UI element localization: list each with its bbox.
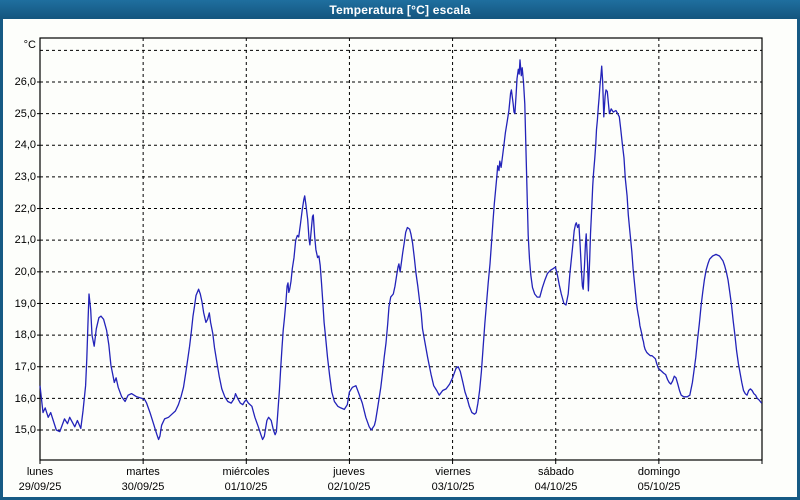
x-date-label: 01/10/25 (224, 481, 268, 493)
x-date-label: 05/10/25 (637, 481, 681, 493)
y-tick-label: 19,0 (14, 298, 36, 310)
x-day-label: miércoles (222, 466, 270, 478)
y-tick-label: 16,0 (14, 393, 36, 405)
y-tick-label: 25,0 (14, 108, 36, 120)
y-tick-label: 15,0 (14, 424, 36, 436)
x-day-label: domingo (637, 466, 681, 478)
window-title: Temperatura [°C] escala (329, 2, 471, 17)
x-date-label: 04/10/25 (534, 481, 578, 493)
y-tick-label: 23,0 (14, 171, 36, 183)
y-tick-label: 26,0 (14, 76, 36, 88)
x-day-label: martes (126, 466, 160, 478)
x-day-label: lunes (26, 466, 54, 478)
x-day-label: viernes (435, 466, 471, 478)
y-tick-label: 20,0 (14, 266, 36, 278)
chart-panel (3, 19, 797, 497)
x-date-label: 02/10/25 (327, 481, 371, 493)
x-date-label: 29/09/25 (18, 481, 62, 493)
x-date-label: 03/10/25 (431, 481, 475, 493)
title-bar: Temperatura [°C] escala (0, 0, 800, 19)
x-day-label: jueves (333, 466, 365, 478)
y-tick-label: 21,0 (14, 234, 36, 246)
y-axis-unit-label: °C (23, 39, 36, 51)
x-date-label: 30/09/25 (121, 481, 165, 493)
y-tick-label: 18,0 (14, 329, 36, 341)
y-tick-label: 24,0 (14, 139, 36, 151)
y-tick-label: 22,0 (14, 203, 36, 215)
y-tick-label: 17,0 (14, 361, 36, 373)
x-day-label: sábado (537, 466, 575, 478)
